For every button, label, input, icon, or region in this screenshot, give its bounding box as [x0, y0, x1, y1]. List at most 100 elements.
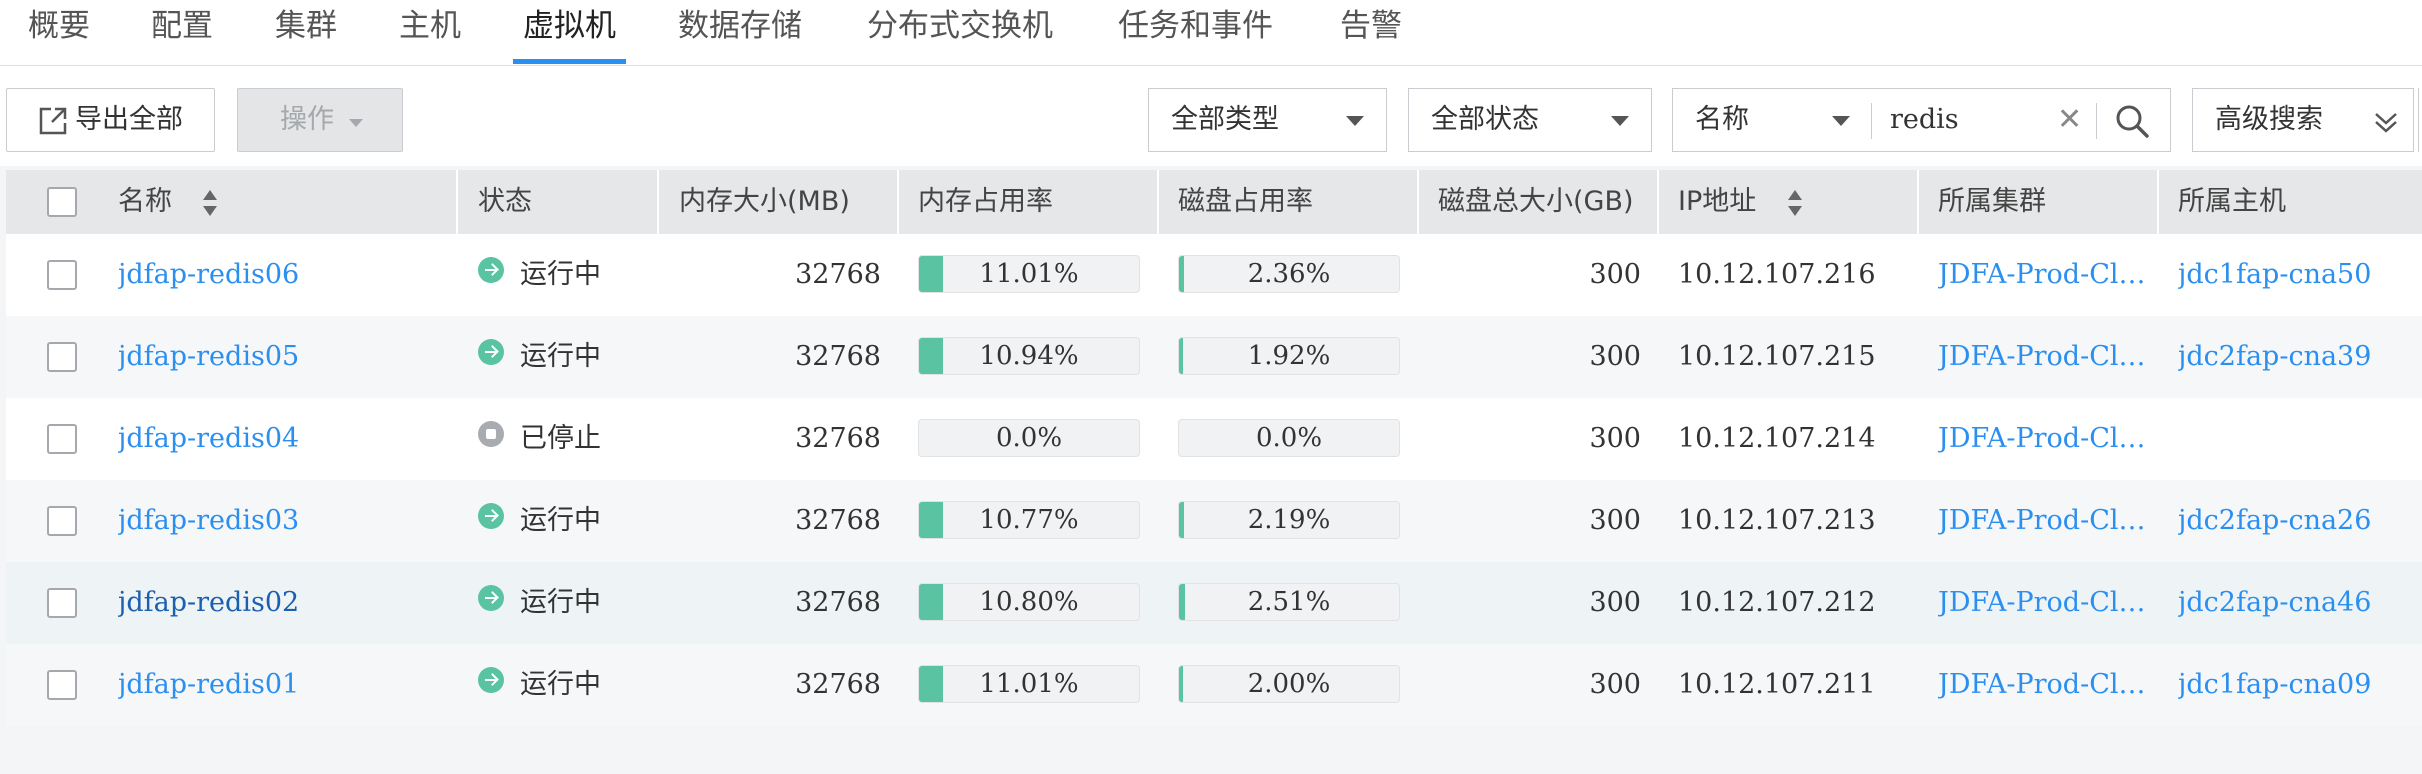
- row-checkbox[interactable]: [47, 506, 77, 536]
- export-all-label: 导出全部: [75, 104, 183, 135]
- table-row[interactable]: jdfap-redis01 运行中 32768 11.01% 2.00% 300 10.12…: [6, 644, 2422, 726]
- search-field-select[interactable]: 名称: [1672, 88, 1872, 152]
- tab-cluster[interactable]: 集群: [275, 8, 337, 44]
- header-divider: [1417, 170, 1419, 234]
- close-icon[interactable]: ✕: [2057, 102, 2083, 137]
- ip-address: 10.12.107.216: [1678, 259, 1876, 290]
- column-header-mem-usage: 内存占用率: [918, 186, 1053, 217]
- tab-config[interactable]: 配置: [151, 8, 213, 44]
- host-link[interactable]: [2178, 398, 2418, 480]
- mem-usage-bar: 11.01%: [918, 255, 1140, 293]
- vm-name-link[interactable]: jdfap-redis05: [118, 341, 300, 372]
- row-checkbox[interactable]: [47, 260, 77, 290]
- type-filter-select[interactable]: 全部类型: [1148, 88, 1387, 152]
- tab-host[interactable]: 主机: [399, 8, 461, 44]
- mem-usage-text: 11.01%: [979, 259, 1079, 289]
- disk-usage-bar: 2.51%: [1178, 583, 1400, 621]
- host-link[interactable]: jdc2fap-cna39: [2178, 341, 2372, 372]
- host-link[interactable]: jdc2fap-cna46: [2178, 587, 2372, 618]
- running-status-icon: [478, 585, 504, 611]
- sort-icon[interactable]: [202, 189, 218, 217]
- column-header-ip[interactable]: IP地址: [1678, 186, 1757, 217]
- tab-bar: 概要 配置 集群 主机 虚拟机 数据存储 分布式交换机 任务和事件 告警: [0, 0, 2422, 66]
- search-icon[interactable]: [2114, 103, 2150, 139]
- memory-size: 32768: [795, 505, 881, 536]
- disk-total: 300: [1589, 423, 1641, 454]
- status-text: 运行中: [520, 259, 601, 290]
- column-header-disk-usage: 磁盘占用率: [1178, 186, 1313, 217]
- export-icon: [39, 107, 67, 135]
- host-link[interactable]: jdc1fap-cna09: [2178, 669, 2372, 700]
- tab-tasks-events[interactable]: 任务和事件: [1118, 8, 1273, 44]
- operation-button[interactable]: 操作: [237, 88, 403, 152]
- disk-total: 300: [1589, 505, 1641, 536]
- column-header-name[interactable]: 名称: [118, 186, 172, 217]
- ip-address: 10.12.107.215: [1678, 341, 1876, 372]
- chevron-down-icon: [1346, 116, 1364, 126]
- mem-usage-fill: [919, 666, 944, 702]
- row-checkbox[interactable]: [47, 588, 77, 618]
- tab-overview[interactable]: 概要: [28, 8, 90, 44]
- header-divider: [657, 170, 659, 234]
- mem-usage-fill: [919, 256, 944, 292]
- sort-icon[interactable]: [1787, 189, 1803, 217]
- table-header: 名称 状态 内存大小(MB) 内存占用率 磁盘占用率 磁盘总大小(GB) IP地…: [6, 170, 2422, 234]
- advanced-search-label: 高级搜索: [2215, 104, 2323, 135]
- table-row[interactable]: jdfap-redis03 运行中 32768 10.77% 2.19% 300 10.12…: [6, 480, 2422, 562]
- vm-name-link[interactable]: jdfap-redis06: [118, 259, 300, 290]
- cluster-link[interactable]: JDFA-Prod-Cl…: [1938, 259, 2146, 290]
- tab-dvswitch[interactable]: 分布式交换机: [867, 8, 1053, 44]
- header-divider: [1157, 170, 1159, 234]
- row-checkbox[interactable]: [47, 424, 77, 454]
- row-checkbox[interactable]: [47, 342, 77, 372]
- search-input[interactable]: redis: [1890, 104, 1959, 135]
- status-text: 运行中: [520, 341, 601, 372]
- memory-size: 32768: [795, 423, 881, 454]
- vm-name-link[interactable]: jdfap-redis01: [118, 669, 300, 700]
- vm-name-link[interactable]: jdfap-redis02: [118, 587, 300, 618]
- cluster-link[interactable]: JDFA-Prod-Cl…: [1938, 341, 2146, 372]
- advanced-search-button[interactable]: 高级搜索: [2192, 88, 2414, 152]
- tab-vm[interactable]: 虚拟机: [513, 0, 626, 64]
- divider: [1871, 103, 1872, 139]
- cluster-link[interactable]: JDFA-Prod-Cl…: [1938, 505, 2146, 536]
- table-row[interactable]: jdfap-redis04 已停止 32768 0.0% 0.0% 300 10.12.10…: [6, 398, 2422, 480]
- status-filter-value: 全部状态: [1431, 104, 1539, 135]
- table-row[interactable]: jdfap-redis02 运行中 32768 10.80% 2.51% 300 10.12…: [6, 562, 2422, 644]
- vm-name-link[interactable]: jdfap-redis04: [118, 423, 300, 454]
- operation-label: 操作: [280, 104, 334, 135]
- mem-usage-text: 10.77%: [979, 505, 1079, 535]
- export-all-button[interactable]: 导出全部: [6, 88, 215, 152]
- tab-datastore[interactable]: 数据存储: [678, 8, 802, 44]
- table-row[interactable]: jdfap-redis06 运行中 32768 11.01% 2.36% 300 10.12…: [6, 234, 2422, 316]
- host-link[interactable]: jdc1fap-cna50: [2178, 259, 2372, 290]
- row-checkbox[interactable]: [47, 670, 77, 700]
- disk-usage-fill: [1179, 666, 1184, 702]
- mem-usage-text: 10.80%: [979, 587, 1079, 617]
- tab-alarms[interactable]: 告警: [1340, 8, 1402, 44]
- status-text: 已停止: [520, 423, 601, 454]
- cluster-link[interactable]: JDFA-Prod-Cl…: [1938, 669, 2146, 700]
- table-row[interactable]: jdfap-redis05 运行中 32768 10.94% 1.92% 300 10.12…: [6, 316, 2422, 398]
- column-header-disk-total: 磁盘总大小(GB): [1438, 186, 1634, 217]
- search-field-value: 名称: [1695, 104, 1749, 135]
- ip-address: 10.12.107.211: [1678, 669, 1876, 700]
- vm-name-link[interactable]: jdfap-redis03: [118, 505, 300, 536]
- cluster-link[interactable]: JDFA-Prod-Cl…: [1938, 587, 2146, 618]
- cluster-link[interactable]: JDFA-Prod-Cl…: [1938, 423, 2146, 454]
- mem-usage-text: 0.0%: [995, 423, 1063, 453]
- running-status-icon: [478, 339, 504, 365]
- search-box: redis ✕: [1871, 88, 2171, 152]
- disk-usage-text: 1.92%: [1247, 341, 1331, 371]
- mem-usage-text: 11.01%: [979, 669, 1079, 699]
- disk-usage-fill: [1179, 338, 1184, 374]
- disk-usage-bar: 2.00%: [1178, 665, 1400, 703]
- memory-size: 32768: [795, 587, 881, 618]
- mem-usage-bar: 0.0%: [918, 419, 1140, 457]
- mem-usage-text: 10.94%: [979, 341, 1079, 371]
- select-all-checkbox[interactable]: [47, 187, 77, 217]
- host-link[interactable]: jdc2fap-cna26: [2178, 505, 2372, 536]
- chevron-down-icon: [1832, 116, 1850, 126]
- status-filter-select[interactable]: 全部状态: [1408, 88, 1652, 152]
- header-divider: [2157, 170, 2159, 234]
